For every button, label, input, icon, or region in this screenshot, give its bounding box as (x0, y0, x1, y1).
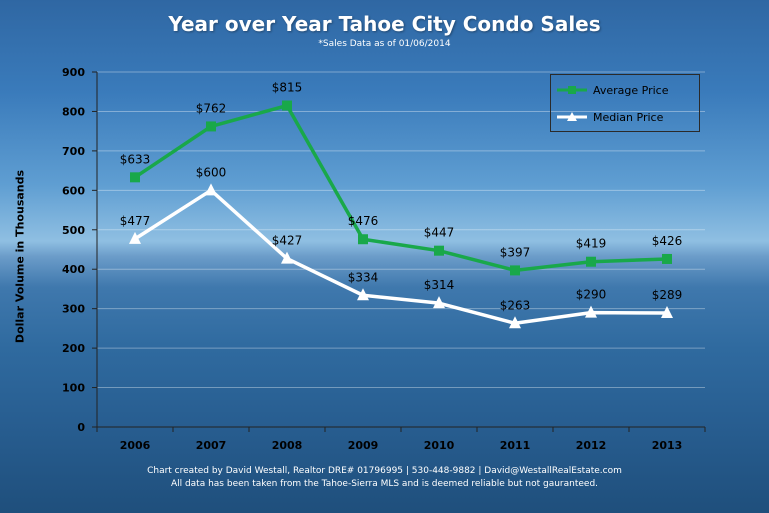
x-tick-label: 2012 (576, 439, 607, 452)
y-tick-label: 600 (62, 184, 85, 197)
chart-legend: Average Price Median Price (550, 74, 700, 132)
data-point-average (586, 256, 596, 267)
y-tick-label: 900 (62, 66, 85, 79)
y-tick-label: 400 (62, 263, 85, 276)
x-tick-label: 2013 (652, 439, 683, 452)
data-label-median: $600 (196, 165, 227, 179)
data-point-median (281, 251, 293, 264)
y-tick-label: 0 (77, 421, 85, 434)
legend-item-average: Average Price (557, 82, 669, 98)
data-label-median: $263 (500, 298, 531, 312)
chart-title: Year over Year Tahoe City Condo Sales (168, 12, 601, 36)
data-label-average: $447 (424, 226, 455, 240)
data-point-median (357, 288, 369, 301)
data-point-median (585, 305, 597, 318)
data-label-average: $426 (652, 234, 683, 248)
data-point-average (130, 172, 140, 183)
data-point-average (434, 245, 444, 256)
data-point-median (509, 316, 521, 329)
x-tick-label: 2006 (120, 439, 151, 452)
data-point-median (661, 306, 673, 319)
x-tick-label: 2010 (424, 439, 455, 452)
data-label-median: $289 (652, 288, 683, 302)
legend-label-median: Median Price (593, 110, 664, 124)
y-tick-label: 200 (62, 342, 85, 355)
data-label-median: $290 (576, 288, 607, 302)
y-tick-label: 500 (62, 224, 85, 237)
data-point-median (129, 231, 141, 244)
data-label-average: $815 (272, 81, 303, 95)
data-point-average (206, 121, 216, 132)
data-point-median (205, 183, 217, 196)
y-tick-label: 700 (62, 145, 85, 158)
data-point-average (510, 265, 520, 276)
x-tick-label: 2009 (348, 439, 379, 452)
data-label-median: $314 (424, 278, 455, 292)
data-label-median: $334 (348, 270, 379, 284)
x-tick-label: 2007 (196, 439, 227, 452)
data-point-median (433, 296, 445, 309)
y-axis-label: Dollar Volume in Thousands (13, 169, 27, 344)
x-tick-label: 2011 (500, 439, 531, 452)
legend-triangle-marker-icon (557, 112, 587, 121)
data-label-average: $397 (500, 245, 531, 259)
y-tick-label: 800 (62, 105, 85, 118)
y-tick-label: 100 (62, 382, 85, 395)
data-label-median: $427 (272, 234, 303, 248)
chart-subtitle: *Sales Data as of 01/06/2014 (318, 39, 451, 49)
legend-item-median: Median Price (557, 109, 663, 125)
data-point-average (662, 253, 672, 264)
data-label-average: $762 (196, 101, 227, 115)
data-label-median: $477 (120, 214, 151, 228)
data-label-average: $476 (348, 214, 379, 228)
legend-square-marker-icon (557, 86, 587, 94)
data-point-average (282, 100, 292, 111)
legend-label-average: Average Price (593, 83, 669, 97)
data-label-average: $419 (576, 237, 607, 251)
data-point-average (358, 234, 368, 245)
series-line-median (134, 188, 668, 326)
footer-disclaimer: All data has been taken from the Tahoe-S… (170, 479, 599, 489)
data-label-average: $633 (120, 152, 151, 166)
footer-credit: Chart created by David Westall, Realtor … (147, 466, 622, 476)
series-line-average (134, 103, 668, 273)
x-tick-label: 2008 (272, 439, 303, 452)
y-tick-label: 300 (62, 303, 85, 316)
